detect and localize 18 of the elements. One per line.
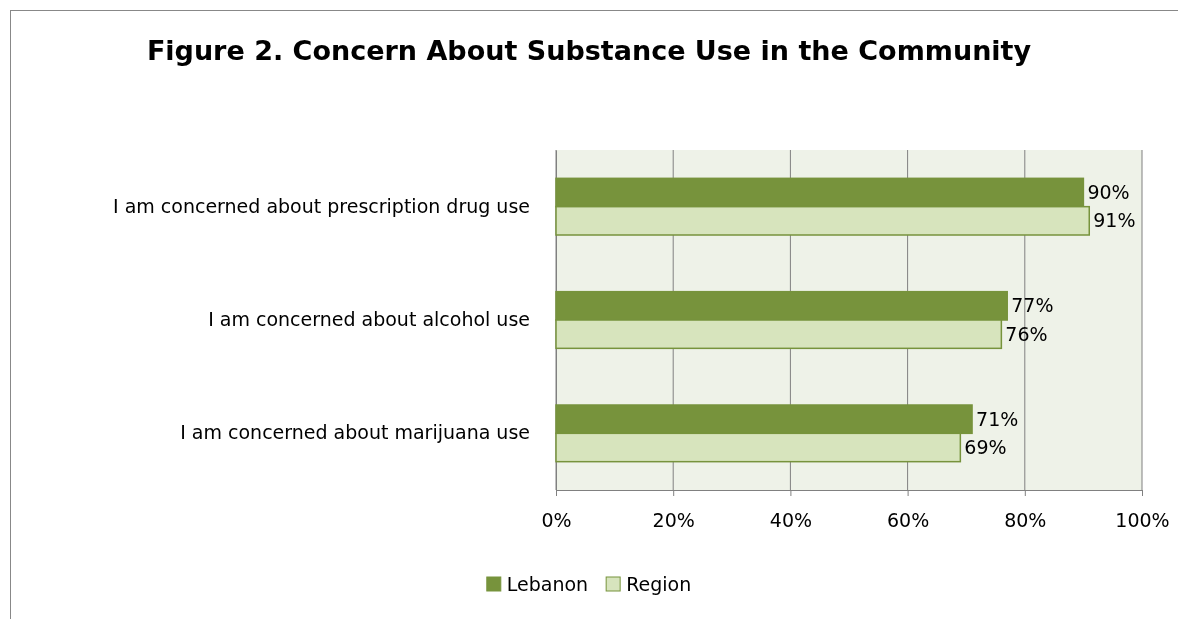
y-tick-label: I am concerned about prescription drug use [113,194,530,217]
legend-label: Region [626,572,692,595]
x-tick-label: 0% [541,509,572,532]
x-tick-label: 40% [769,509,813,532]
y-tick-label: I am concerned about marijuana use [180,421,530,444]
y-tick-label: I am concerned about alcohol use [208,308,530,331]
chart-title: Figure 2. Concern About Substance Use in the Community [146,35,1032,66]
data-label: 91% [1093,209,1136,232]
x-tick-label: 80% [1004,509,1047,532]
data-label: 69% [964,436,1007,459]
x-tick-label: 100% [1115,509,1170,532]
data-label: 90% [1087,181,1130,204]
data-label: 76% [1005,322,1048,345]
legend-label: Lebanon [506,572,589,595]
x-tick-label: 60% [886,509,930,532]
data-label: 77% [1011,294,1054,317]
data-label: 71% [976,407,1019,430]
x-tick-label: 20% [652,509,695,532]
